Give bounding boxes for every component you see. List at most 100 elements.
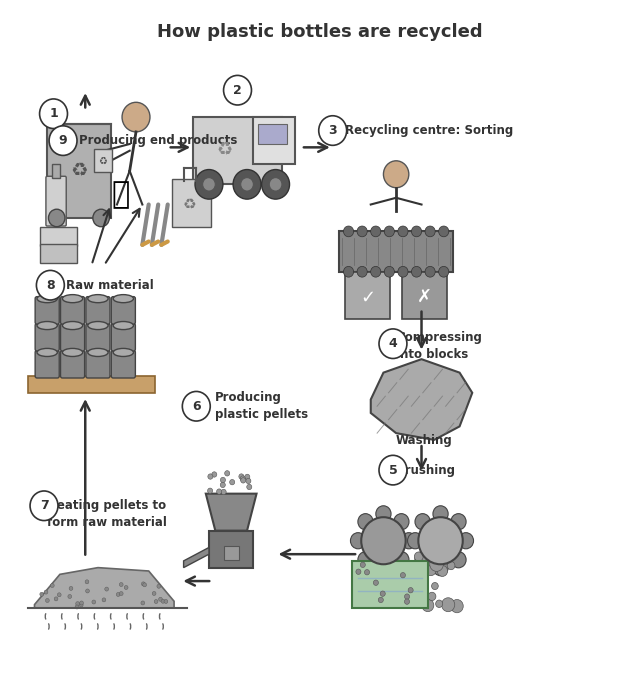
FancyBboxPatch shape — [35, 351, 60, 378]
Text: Raw material: Raw material — [66, 279, 154, 292]
Circle shape — [425, 226, 435, 237]
Circle shape — [373, 580, 378, 585]
FancyBboxPatch shape — [253, 117, 294, 164]
Circle shape — [379, 329, 407, 359]
Circle shape — [223, 75, 252, 105]
Text: Heating pellets to
form raw material: Heating pellets to form raw material — [47, 499, 167, 529]
FancyBboxPatch shape — [35, 297, 60, 324]
Circle shape — [49, 126, 77, 155]
Circle shape — [412, 226, 422, 237]
FancyBboxPatch shape — [61, 297, 84, 324]
Text: 4: 4 — [388, 337, 397, 351]
Ellipse shape — [88, 295, 108, 302]
FancyBboxPatch shape — [193, 117, 282, 184]
Circle shape — [401, 572, 406, 578]
Circle shape — [458, 533, 474, 549]
Text: Recycling centre: Sorting: Recycling centre: Sorting — [346, 124, 514, 137]
Circle shape — [76, 601, 79, 605]
Circle shape — [433, 506, 448, 522]
Circle shape — [344, 266, 354, 277]
FancyBboxPatch shape — [111, 323, 136, 351]
Polygon shape — [184, 547, 209, 567]
Ellipse shape — [63, 295, 83, 302]
Text: ♻: ♻ — [183, 197, 196, 212]
Text: Compressing
into blocks: Compressing into blocks — [396, 331, 482, 361]
Circle shape — [119, 582, 123, 586]
Circle shape — [51, 584, 54, 588]
Circle shape — [102, 598, 106, 602]
FancyBboxPatch shape — [40, 243, 77, 263]
Text: 5: 5 — [388, 464, 397, 477]
FancyBboxPatch shape — [46, 176, 66, 226]
Circle shape — [412, 266, 422, 277]
Circle shape — [398, 266, 408, 277]
Circle shape — [220, 482, 225, 487]
Circle shape — [159, 597, 163, 601]
Circle shape — [262, 170, 289, 199]
Circle shape — [69, 586, 73, 591]
Circle shape — [436, 600, 443, 607]
Circle shape — [447, 561, 455, 570]
Circle shape — [239, 474, 244, 479]
Text: 9: 9 — [59, 134, 67, 147]
FancyBboxPatch shape — [86, 297, 110, 324]
Circle shape — [429, 557, 444, 572]
Circle shape — [203, 178, 215, 191]
Text: 6: 6 — [192, 400, 200, 413]
Circle shape — [394, 514, 409, 530]
Ellipse shape — [37, 348, 58, 357]
Circle shape — [85, 580, 89, 584]
Circle shape — [408, 533, 423, 549]
Circle shape — [406, 595, 417, 607]
Circle shape — [425, 564, 436, 576]
Circle shape — [152, 591, 156, 595]
Circle shape — [161, 599, 165, 603]
Circle shape — [376, 506, 391, 522]
Circle shape — [79, 603, 83, 607]
Circle shape — [428, 593, 436, 601]
Circle shape — [212, 472, 217, 477]
Circle shape — [164, 599, 168, 603]
Circle shape — [225, 471, 230, 476]
Text: How plastic bottles are recycled: How plastic bottles are recycled — [157, 23, 483, 41]
FancyBboxPatch shape — [259, 124, 287, 144]
Ellipse shape — [113, 348, 134, 357]
Circle shape — [141, 582, 145, 586]
Circle shape — [357, 266, 367, 277]
Circle shape — [437, 565, 447, 576]
Circle shape — [401, 533, 417, 549]
Text: Crushing: Crushing — [396, 464, 455, 477]
Circle shape — [143, 583, 147, 587]
Ellipse shape — [113, 321, 134, 330]
Circle shape — [442, 598, 455, 612]
FancyBboxPatch shape — [223, 546, 239, 559]
Circle shape — [371, 226, 381, 237]
FancyBboxPatch shape — [111, 351, 136, 378]
Text: 8: 8 — [46, 279, 54, 292]
Circle shape — [49, 210, 65, 226]
Circle shape — [30, 491, 58, 521]
Circle shape — [380, 591, 385, 597]
Circle shape — [75, 605, 79, 609]
Polygon shape — [35, 567, 174, 608]
Text: Washing: Washing — [396, 434, 453, 447]
Circle shape — [54, 597, 58, 601]
Circle shape — [240, 476, 245, 481]
Circle shape — [58, 593, 61, 597]
Circle shape — [361, 517, 406, 564]
Circle shape — [451, 514, 466, 530]
Circle shape — [241, 178, 253, 191]
Circle shape — [379, 456, 407, 485]
Circle shape — [398, 226, 408, 237]
Circle shape — [426, 555, 436, 566]
Circle shape — [406, 599, 415, 607]
Text: ♻: ♻ — [70, 161, 88, 180]
FancyBboxPatch shape — [111, 297, 136, 324]
Circle shape — [419, 517, 463, 564]
Circle shape — [451, 599, 463, 613]
FancyBboxPatch shape — [339, 231, 453, 272]
Circle shape — [216, 489, 221, 494]
Circle shape — [436, 560, 443, 567]
FancyBboxPatch shape — [40, 226, 77, 246]
Circle shape — [419, 553, 430, 565]
